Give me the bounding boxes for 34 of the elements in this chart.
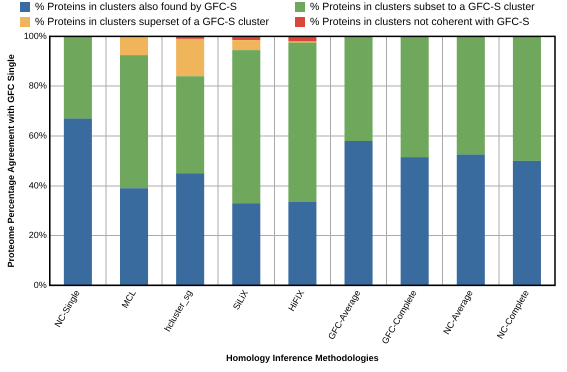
y-axis-title: Proteome Percentage Agreement with GFC Single (6, 54, 16, 268)
bar (512, 36, 541, 161)
y-tick-label: 0% (34, 280, 47, 290)
bar (232, 203, 260, 285)
bar (400, 36, 429, 158)
bar (232, 40, 260, 50)
bar (176, 76, 204, 174)
legend-label: % Proteins in clusters subset to a GFC-S cluster (310, 0, 535, 12)
y-tick-label: 20% (28, 230, 47, 240)
bar (120, 36, 148, 56)
bar (344, 36, 373, 141)
bar (344, 140, 373, 285)
bar (288, 202, 316, 285)
legend-label: % Proteins in clusters not coherent with GFC-S (310, 16, 530, 28)
bar (120, 55, 148, 188)
legend-label: % Proteins in clusters superset of a GFC-S cluster (35, 16, 269, 28)
bar (176, 173, 204, 285)
y-tick-label: 80% (28, 80, 47, 91)
bar (456, 154, 485, 285)
y-tick-label: 60% (28, 130, 47, 140)
bar (64, 36, 92, 119)
bar (400, 157, 429, 285)
legend-label: % Proteins in clusters also found by GFC-S (35, 0, 237, 12)
bar (120, 188, 148, 285)
bar (64, 118, 92, 285)
bar (512, 160, 541, 285)
y-tick-label: 100% (24, 30, 47, 41)
bar (288, 42, 316, 202)
bar (232, 50, 260, 204)
bar (288, 36, 316, 42)
bar (456, 36, 485, 155)
y-tick-label: 40% (28, 180, 47, 190)
x-axis-title: Homology Inference Methodologies (226, 353, 379, 364)
bar (176, 38, 204, 76)
